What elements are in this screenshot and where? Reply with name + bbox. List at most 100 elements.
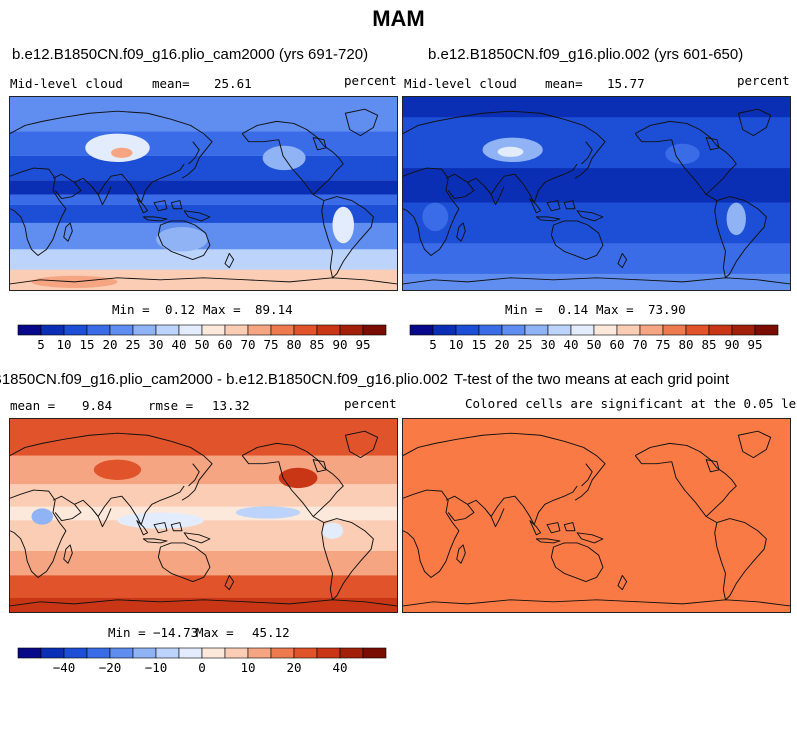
colorbar-segment bbox=[132, 324, 157, 336]
colorbar-segment bbox=[40, 647, 65, 659]
colorbar-tick-label: 75 bbox=[263, 337, 278, 352]
colorbar-tick-label: 50 bbox=[194, 337, 209, 352]
colorbar-segment bbox=[339, 647, 364, 659]
colorbar-segment bbox=[708, 324, 733, 336]
colorbar-tick-label: 10 bbox=[240, 660, 255, 675]
colorbar-segment bbox=[201, 324, 226, 336]
colorbar-tick-label: 20 bbox=[102, 337, 117, 352]
colorbar-tick-label: 25 bbox=[125, 337, 140, 352]
colorbar-tick-label: 50 bbox=[586, 337, 601, 352]
colorbar-tick-label: −20 bbox=[99, 660, 122, 675]
panel3-mean-value: 9.84 bbox=[82, 398, 113, 413]
colorbar-tick-label: 40 bbox=[171, 337, 186, 352]
colorbar-segment bbox=[662, 324, 687, 336]
colorbar-segment bbox=[17, 324, 42, 336]
panel1-variable: Mid-level cloud bbox=[10, 76, 123, 91]
colorbar-segment bbox=[247, 647, 272, 659]
figure-title: MAM bbox=[372, 6, 425, 31]
colorbar-segment bbox=[17, 647, 42, 659]
panel2-colorbar: 5 10 15 20 25 30 40 50 60 70 75 80 85 90 95 bbox=[409, 323, 780, 353]
colorbar-segment bbox=[362, 324, 387, 336]
colorbar-tick-label: 85 bbox=[309, 337, 324, 352]
colorbar-segment bbox=[409, 324, 434, 336]
colorbar-segment bbox=[132, 647, 157, 659]
panel1-title: b.e12.B1850CN.f09_g16.plio_cam2000 (yrs … bbox=[12, 46, 369, 63]
panel1-min-value: 0.12 bbox=[165, 302, 196, 317]
colorbar-segment bbox=[639, 324, 664, 336]
panel2-max-value: 73.90 bbox=[648, 302, 686, 317]
colorbar-segment bbox=[362, 647, 387, 659]
colorbar-tick-label: 15 bbox=[471, 337, 486, 352]
colorbar-tick-label: −10 bbox=[145, 660, 168, 675]
panel3-colorbar: −40 −20 −10 0 10 20 40 bbox=[17, 646, 388, 676]
colorbar-segment bbox=[524, 324, 549, 336]
panel2-max-label: Max = bbox=[596, 302, 634, 317]
colorbar-segment bbox=[178, 324, 203, 336]
colorbar-segment bbox=[316, 647, 341, 659]
colorbar-tick-label: 80 bbox=[286, 337, 301, 352]
colorbar-segment bbox=[616, 324, 641, 336]
colorbar-segment bbox=[501, 324, 526, 336]
colorbar-tick-label: 80 bbox=[678, 337, 693, 352]
colorbar-segment bbox=[63, 647, 88, 659]
colorbar-tick-label: 20 bbox=[286, 660, 301, 675]
colorbar-tick-label: 25 bbox=[517, 337, 532, 352]
colorbar-segment bbox=[178, 647, 203, 659]
panel4-subtitle: Colored cells are significant at the 0.0… bbox=[465, 396, 797, 411]
colorbar-segment bbox=[109, 647, 134, 659]
panel4-significance-field bbox=[403, 419, 790, 612]
panel2-min-label: Min = bbox=[505, 302, 543, 317]
colorbar-segment bbox=[109, 324, 134, 336]
colorbar-segment bbox=[478, 324, 503, 336]
colorbar-segment bbox=[316, 324, 341, 336]
colorbar-tick-label: 95 bbox=[747, 337, 762, 352]
colorbar-tick-label: 60 bbox=[217, 337, 232, 352]
colorbar-segment bbox=[86, 647, 111, 659]
colorbar-segment bbox=[63, 324, 88, 336]
colorbar-segment bbox=[86, 324, 111, 336]
panel2-mean-value: 15.77 bbox=[607, 76, 645, 91]
panel3-max-value: 45.12 bbox=[252, 625, 290, 640]
colorbar-segment bbox=[754, 324, 779, 336]
colorbar-segment bbox=[270, 324, 295, 336]
colorbar-tick-label: 10 bbox=[56, 337, 71, 352]
colorbar-segment bbox=[247, 324, 272, 336]
colorbar-segment bbox=[201, 647, 226, 659]
panel3-min-value: −14.73 bbox=[153, 625, 199, 640]
colorbar-tick-label: 0 bbox=[198, 660, 206, 675]
colorbar-tick-label: 30 bbox=[148, 337, 163, 352]
colorbar-segment bbox=[685, 324, 710, 336]
colorbar-segment bbox=[224, 324, 249, 336]
colorbar-segment bbox=[731, 324, 756, 336]
colorbar-tick-label: 20 bbox=[494, 337, 509, 352]
panel3-units: percent bbox=[344, 396, 397, 411]
panel2-min-value: 0.14 bbox=[558, 302, 589, 317]
colorbar-tick-label: 30 bbox=[540, 337, 555, 352]
panel1-map bbox=[9, 96, 398, 291]
colorbar-segment bbox=[155, 324, 180, 336]
panel1-mean-value: 25.61 bbox=[214, 76, 252, 91]
colorbar-tick-label: 60 bbox=[609, 337, 624, 352]
colorbar-tick-label: 15 bbox=[79, 337, 94, 352]
colorbar-segment bbox=[155, 647, 180, 659]
panel2-title: b.e12.B1850CN.f09_g16.plio.002 (yrs 601-… bbox=[428, 46, 744, 63]
panel2-mean-label: mean= bbox=[545, 76, 583, 91]
colorbar-segment bbox=[293, 324, 318, 336]
panel1-colorbar: 5 10 15 20 25 30 40 50 60 70 75 80 85 90 95 bbox=[17, 323, 388, 353]
panel3-title: b.e12.B1850CN.f09_g16.plio_cam2000 - b.e… bbox=[0, 371, 448, 388]
colorbar-segment bbox=[293, 647, 318, 659]
colorbar-segment bbox=[224, 647, 249, 659]
panel3-rmse-value: 13.32 bbox=[212, 398, 250, 413]
panel1-mean-label: mean= bbox=[152, 76, 190, 91]
panel2-units: percent bbox=[737, 73, 790, 88]
colorbar-tick-label: 90 bbox=[332, 337, 347, 352]
colorbar-segment bbox=[547, 324, 572, 336]
panel1-units: percent bbox=[344, 73, 397, 88]
colorbar-tick-label: 70 bbox=[632, 337, 647, 352]
panel3-rmse-label: rmse = bbox=[148, 398, 194, 413]
panel4-map bbox=[402, 418, 791, 613]
panel4-title: T-test of the two means at each grid poi… bbox=[454, 371, 730, 388]
panel3-mean-label: mean = bbox=[10, 398, 56, 413]
panel3-max-label: Max = bbox=[196, 625, 234, 640]
panel3-map bbox=[9, 418, 398, 613]
